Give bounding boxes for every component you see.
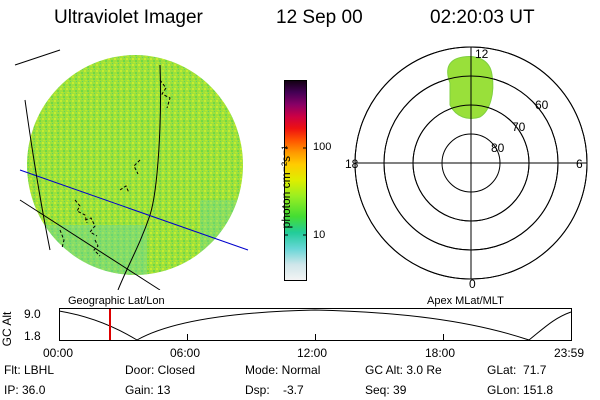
lat-label-80: 80 (491, 141, 505, 155)
status-gain: Gain: 13 (125, 383, 171, 397)
status-dsp: Dsp: -3.7 (245, 383, 304, 397)
auroral-emission-region (447, 56, 494, 119)
colorbar-unit-label: photon cm⁻²s⁻¹ (279, 145, 293, 229)
altitude-axis-label: GC Alt (0, 311, 14, 347)
mlt-label-6: 6 (576, 157, 583, 171)
altitude-curve (59, 309, 572, 341)
time-label: 02:20:03 UT (430, 7, 535, 28)
status-mode: Mode: Normal (245, 363, 321, 377)
lat-label-60: 60 (535, 98, 549, 112)
status-glon: GLon: 151.8 (487, 383, 554, 397)
status-filter: Flt: LBHL (4, 363, 55, 377)
status-seq: Seq: 39 (365, 383, 407, 397)
colorbar-tick-10: 10 (313, 229, 326, 241)
altitude-axis-label-wrap: GC Alt (0, 312, 14, 350)
instrument-title: Ultraviolet Imager (54, 7, 203, 28)
altitude-ymax: 9.0 (24, 307, 41, 321)
altitude-plot (59, 308, 572, 341)
apex-projection-label: Apex MLat/MLT (427, 295, 504, 307)
time-tick-3: 18:00 (425, 346, 456, 360)
latitude-line (19, 169, 249, 251)
time-tick-4: 23:59 (554, 346, 585, 360)
mlt-label-0: 0 (469, 277, 476, 291)
date-label: 12 Sep 00 (276, 7, 363, 28)
colorbar (284, 80, 307, 281)
geographic-projection-label: Geographic Lat/Lon (68, 295, 165, 307)
lat-label-70: 70 (512, 120, 526, 134)
longitude-line (24, 99, 51, 251)
mlt-label-12: 12 (475, 47, 489, 61)
coastline (59, 79, 171, 257)
time-tick-1: 06:00 (170, 346, 201, 360)
mlt-label-18: 18 (345, 157, 359, 171)
latitude-line (14, 49, 61, 66)
longitude-line (117, 64, 162, 290)
polar-plot (354, 46, 588, 280)
status-gc-alt: GC Alt: 3.0 Re (365, 363, 442, 377)
colorbar-tick-100: 100 (313, 141, 332, 153)
status-glat: GLat: 71.7 (487, 363, 547, 377)
uv-image-panel (14, 49, 249, 290)
time-tick-2: 12:00 (297, 346, 328, 360)
status-door: Door: Closed (125, 363, 196, 377)
time-tick-0: 00:00 (43, 346, 74, 360)
status-ip: IP: 36.0 (4, 383, 46, 397)
altitude-ymin: 1.8 (24, 329, 41, 343)
